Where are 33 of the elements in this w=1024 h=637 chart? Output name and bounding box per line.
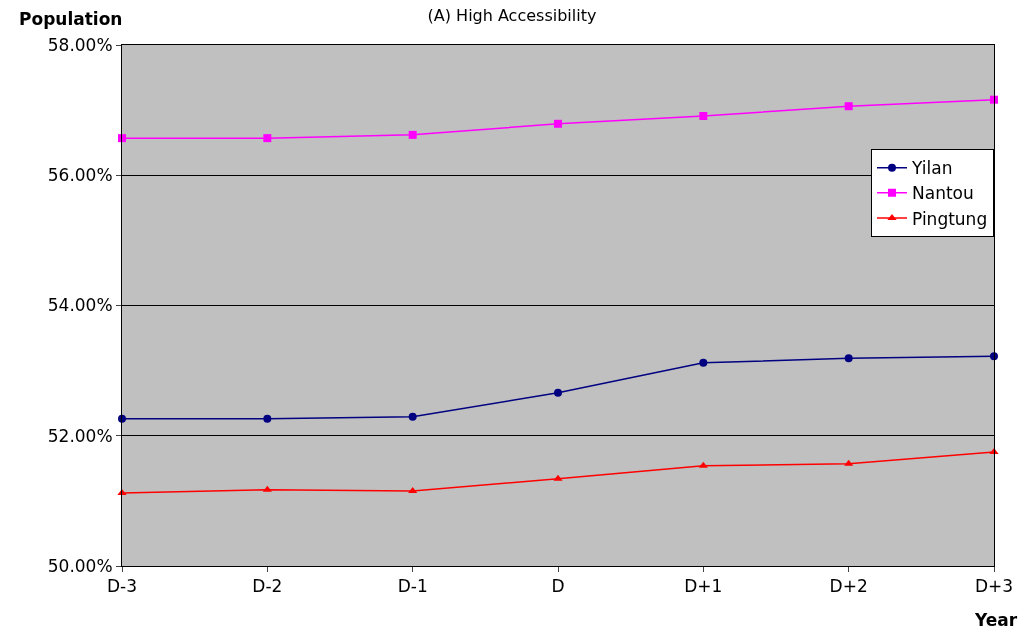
y-tick-label: 50.00% xyxy=(47,555,113,576)
point xyxy=(844,354,853,363)
y-tick-label: 56.00% xyxy=(47,165,113,186)
point xyxy=(554,388,562,397)
point xyxy=(263,414,272,423)
point xyxy=(408,487,418,494)
point xyxy=(408,412,417,421)
y-tick-label: 58.00% xyxy=(47,34,113,55)
point xyxy=(698,461,708,468)
x-tick-label: D+1 xyxy=(684,576,723,597)
point xyxy=(844,459,854,466)
x-axis-title: Year xyxy=(974,610,1018,630)
x-tick-label: D+3 xyxy=(974,576,1014,597)
point xyxy=(844,102,853,111)
y-tick-label: 54.00% xyxy=(47,295,113,316)
point xyxy=(699,358,708,367)
x-tick-label: D-3 xyxy=(106,576,138,597)
point xyxy=(553,474,563,481)
point xyxy=(263,134,272,143)
x-tick-label: D-1 xyxy=(397,576,428,597)
point xyxy=(554,119,562,128)
point xyxy=(262,485,272,492)
x-tick-label: D-2 xyxy=(252,576,283,597)
legend-label: Nantou xyxy=(912,183,974,204)
legend-label: Yilan xyxy=(911,158,953,179)
x-tick-label: D xyxy=(551,576,565,597)
legend-label: Pingtung xyxy=(912,208,988,229)
x-tick-label: D+2 xyxy=(829,576,868,597)
y-axis-title: Population xyxy=(19,9,123,29)
chart-title: (A) High Accessibility xyxy=(427,5,597,25)
point xyxy=(699,111,708,120)
y-tick-label: 52.00% xyxy=(47,425,113,446)
point xyxy=(408,130,417,139)
